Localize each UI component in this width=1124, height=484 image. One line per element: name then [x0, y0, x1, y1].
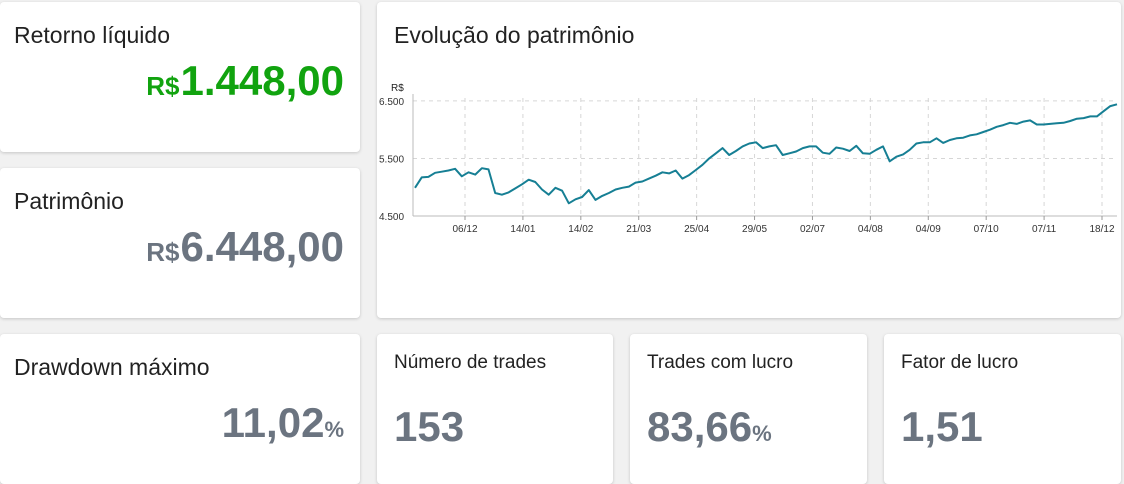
net-return-value: R$1.448,00: [146, 60, 344, 102]
max-drawdown-card: Drawdown máximo 11,02%: [0, 334, 360, 484]
x-tick-label: 25/04: [684, 224, 709, 235]
max-drawdown-unit: %: [324, 417, 344, 442]
equity-title: Patrimônio: [14, 188, 124, 214]
net-return-amount: 1.448,00: [180, 57, 345, 104]
max-drawdown-title: Drawdown máximo: [14, 354, 210, 380]
winning-trades-number: 83,66: [647, 403, 753, 450]
winning-trades-card: Trades com lucro 83,66%: [630, 334, 867, 484]
max-drawdown-value: 11,02%: [222, 402, 344, 444]
equity-chart-card: Evolução do patrimônio 4.500 5.500 6.500 06…: [377, 2, 1121, 318]
x-tick-label: 06/12: [452, 224, 477, 235]
x-tick-label: 07/11: [1032, 224, 1057, 235]
x-tick-label: 18/12: [1089, 224, 1114, 235]
net-return-card: Retorno líquido R$1.448,00: [0, 2, 360, 152]
y-tick-label: 5.500: [379, 154, 404, 165]
x-tick-label: 02/07: [800, 224, 825, 235]
y-tick-label: 6.500: [379, 97, 404, 108]
x-tick-label: 07/10: [974, 224, 999, 235]
net-return-currency: R$: [146, 71, 180, 101]
x-tick-label: 29/05: [742, 224, 767, 235]
winning-trades-value: 83,66%: [647, 406, 772, 448]
equity-currency: R$: [146, 237, 180, 267]
x-tick-label: 21/03: [626, 224, 651, 235]
net-return-title: Retorno líquido: [14, 22, 170, 48]
winning-trades-title: Trades com lucro: [647, 352, 794, 373]
winning-trades-unit: %: [752, 421, 772, 446]
max-drawdown-number: 11,02: [221, 399, 325, 446]
profit-factor-title: Fator de lucro: [901, 352, 1019, 373]
equity-series-line: [414, 103, 1118, 205]
y-tick-label: 4.500: [379, 212, 404, 223]
x-tick-label: 04/09: [916, 224, 941, 235]
equity-card: Patrimônio R$6.448,00: [0, 168, 360, 318]
equity-line-chart: 4.500 5.500 6.500 06/12 14/01 14/02 21/03 25/04…: [379, 83, 1118, 235]
num-trades-value: 153: [394, 403, 465, 450]
y-axis-unit-label: R$: [391, 83, 404, 94]
equity-amount: 6.448,00: [180, 223, 345, 270]
equity-chart-title: Evolução do patrimônio: [394, 22, 635, 48]
x-tick-label: 04/08: [858, 224, 883, 235]
profit-factor-card: Fator de lucro 1,51: [884, 334, 1121, 484]
x-tick-label: 14/01: [510, 224, 535, 235]
x-tick-label: 14/02: [568, 224, 593, 235]
equity-value: R$6.448,00: [146, 226, 344, 268]
num-trades-title: Número de trades: [394, 352, 547, 373]
num-trades-card: Número de trades 153: [377, 334, 613, 484]
profit-factor-value: 1,51: [901, 403, 983, 450]
